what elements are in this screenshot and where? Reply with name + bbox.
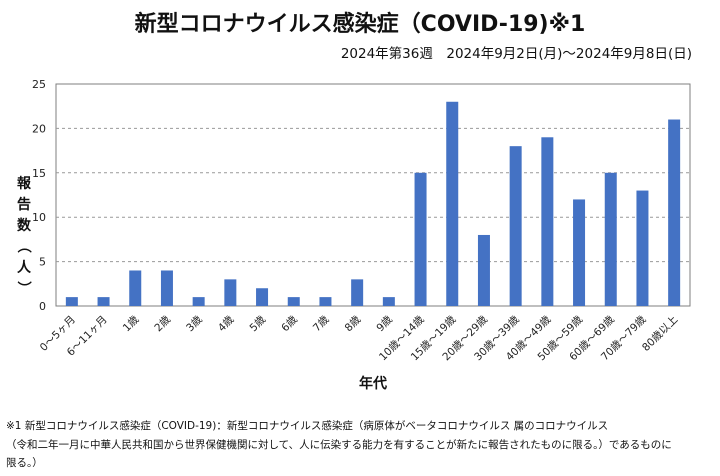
bar bbox=[636, 190, 649, 306]
bar bbox=[97, 297, 110, 306]
y-axis-label-char: 数 bbox=[17, 217, 32, 234]
x-tick-label: 4歳 bbox=[216, 313, 237, 334]
bar bbox=[65, 297, 78, 306]
footnote-line-3: 限る。） bbox=[6, 457, 43, 469]
bar bbox=[192, 297, 205, 306]
footnote: ※1 新型コロナウイルス感染症（COVID-19)：新型コロナウイルス感染症（病… bbox=[6, 417, 716, 473]
bar bbox=[287, 297, 300, 306]
x-tick-label: 1歳 bbox=[121, 313, 142, 334]
bar bbox=[256, 288, 269, 306]
bar bbox=[351, 279, 364, 306]
plot-frame bbox=[55, 83, 691, 307]
y-axis-label-char: ） bbox=[15, 281, 31, 295]
bar bbox=[160, 270, 173, 306]
bar bbox=[414, 172, 427, 306]
y-tick-label: 10 bbox=[32, 211, 46, 224]
bar bbox=[604, 172, 617, 306]
y-axis-label-char: 人 bbox=[17, 259, 32, 276]
x-tick-label: 6歳 bbox=[279, 313, 300, 334]
bar bbox=[446, 101, 459, 306]
y-axis-label-char: （ bbox=[15, 239, 31, 253]
y-axis-label-char: 告 bbox=[17, 196, 31, 213]
footnote-line-2: （令和二年一月に中華人民共和国から世界保健機関に対して、人に伝染する能力を有する… bbox=[6, 438, 672, 451]
y-tick-label: 15 bbox=[32, 167, 46, 180]
y-tick-label: 5 bbox=[39, 256, 46, 269]
bar bbox=[224, 279, 237, 306]
x-tick-label: 2歳 bbox=[152, 313, 173, 334]
x-axis-label: 年代 bbox=[359, 375, 387, 392]
x-tick-label: 3歳 bbox=[184, 313, 205, 334]
x-tick-label: 7歳 bbox=[311, 313, 332, 334]
chart-title: 新型コロナウイルス感染症（COVID-19)※1 bbox=[134, 12, 586, 37]
y-tick-label: 20 bbox=[32, 122, 46, 135]
x-tick-label: 9歳 bbox=[374, 313, 395, 334]
x-tick-label: 5歳 bbox=[248, 313, 269, 334]
footnote-line-1: ※1 新型コロナウイルス感染症（COVID-19)：新型コロナウイルス感染症（病… bbox=[6, 420, 609, 432]
y-axis-label: 報告数 （ 人 ） bbox=[15, 175, 32, 295]
chart-subtitle: 2024年第36週 2024年9月2日(月)～2024年9月8日(日) bbox=[340, 46, 692, 62]
bar bbox=[573, 199, 586, 306]
bar bbox=[129, 270, 142, 306]
bar bbox=[541, 137, 554, 306]
bar bbox=[668, 119, 681, 307]
bar bbox=[382, 297, 395, 306]
y-tick-label: 25 bbox=[32, 78, 46, 91]
bar bbox=[477, 234, 490, 306]
y-axis-label-char: 報 bbox=[17, 175, 32, 192]
y-tick-label: 0 bbox=[39, 300, 46, 313]
bar bbox=[319, 297, 332, 306]
x-tick-label: 8歳 bbox=[343, 313, 364, 334]
bar bbox=[509, 146, 522, 306]
